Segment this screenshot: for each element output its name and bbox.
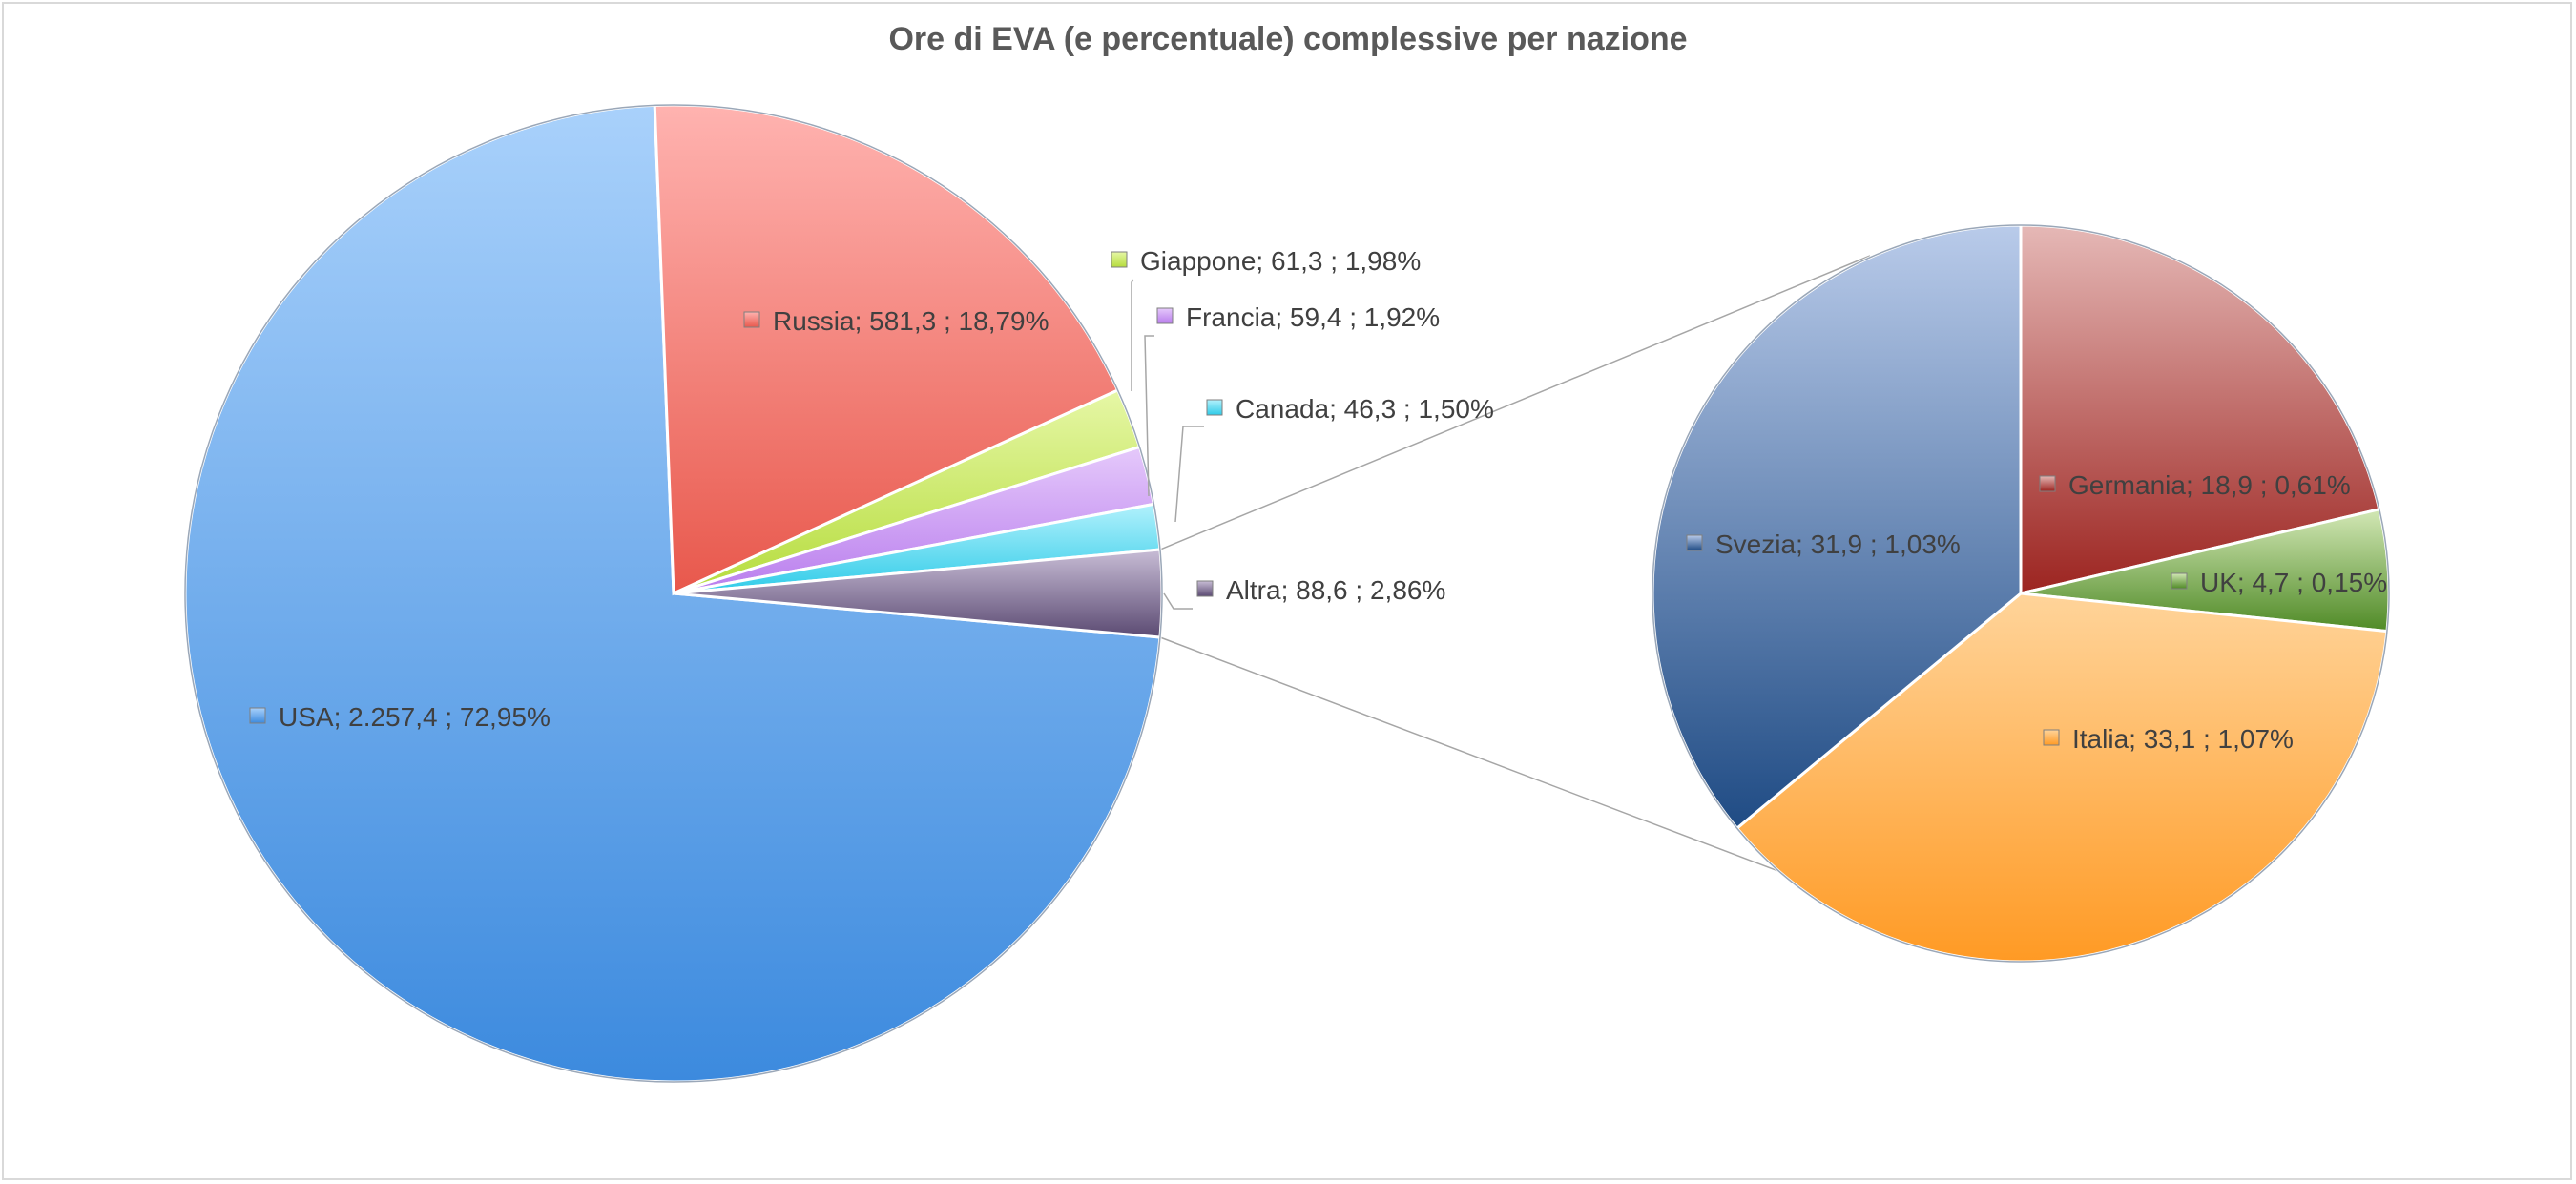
sec-legend-key-uk xyxy=(2171,572,2188,590)
main-label-francia: Francia; 59,4 ; 1,92% xyxy=(1156,302,1440,332)
main-label-canada: Canada; 46,3 ; 1,50% xyxy=(1206,394,1494,424)
connector-line-bottom xyxy=(1159,636,1842,896)
sec-label-svezia: Svezia; 31,9 ; 1,03% xyxy=(1686,530,1961,559)
main-legend-key-canada xyxy=(1206,399,1223,416)
leader-line-canada xyxy=(1174,426,1204,523)
secondary-pie-outline xyxy=(1652,224,2390,963)
sec-label-text-uk: UK; 4,7 ; 0,15% xyxy=(2200,568,2387,597)
sec-label-text-germania: Germania; 18,9 ; 0,61% xyxy=(2068,470,2351,500)
main-label-text-giappone: Giappone; 61,3 ; 1,98% xyxy=(1140,246,1421,276)
leader-line-altra xyxy=(1163,592,1193,610)
sec-legend-key-italia xyxy=(2043,729,2060,746)
main-legend-key-giappone xyxy=(1111,251,1128,268)
main-legend-key-altra xyxy=(1196,580,1214,597)
main-pie xyxy=(183,103,1164,1084)
main-label-russia: Russia; 581,3 ; 18,79% xyxy=(743,306,1049,336)
sec-label-germania: Germania; 18,9 ; 0,61% xyxy=(2039,470,2351,500)
sec-label-text-svezia: Svezia; 31,9 ; 1,03% xyxy=(1715,530,1961,559)
leader-line-francia xyxy=(1144,335,1154,497)
main-pie-outline xyxy=(184,104,1163,1083)
leader-line-giappone xyxy=(1131,279,1134,391)
main-legend-key-francia xyxy=(1156,307,1174,324)
main-label-text-francia: Francia; 59,4 ; 1,92% xyxy=(1186,302,1440,332)
main-legend-key-usa xyxy=(249,707,266,724)
main-label-usa: USA; 2.257,4 ; 72,95% xyxy=(249,702,551,732)
data-labels: USA; 2.257,4 ; 72,95% Russia; 581,3 ; 18,… xyxy=(249,246,2387,754)
main-label-altra: Altra; 88,6 ; 2,86% xyxy=(1196,575,1445,605)
connector-line-top xyxy=(1159,255,1871,550)
main-label-text-altra: Altra; 88,6 ; 2,86% xyxy=(1226,575,1445,605)
main-label-text-usa: USA; 2.257,4 ; 72,95% xyxy=(279,702,551,732)
sec-label-text-italia: Italia; 33,1 ; 1,07% xyxy=(2072,724,2294,754)
connector-lines xyxy=(1159,255,1871,896)
leader-lines xyxy=(1131,279,1204,610)
main-legend-key-russia xyxy=(743,311,760,328)
main-label-text-canada: Canada; 46,3 ; 1,50% xyxy=(1236,394,1494,424)
sec-label-uk: UK; 4,7 ; 0,15% xyxy=(2171,568,2387,597)
main-label-text-russia: Russia; 581,3 ; 18,79% xyxy=(773,306,1049,336)
sec-legend-key-svezia xyxy=(1686,534,1703,551)
main-label-giappone: Giappone; 61,3 ; 1,98% xyxy=(1111,246,1421,276)
sec-label-italia: Italia; 33,1 ; 1,07% xyxy=(2043,724,2294,754)
sec-legend-key-germania xyxy=(2039,475,2056,492)
secondary-pie xyxy=(1651,223,2391,964)
chart-title: Ore di EVA (e percentuale) complessive p… xyxy=(888,21,1687,57)
